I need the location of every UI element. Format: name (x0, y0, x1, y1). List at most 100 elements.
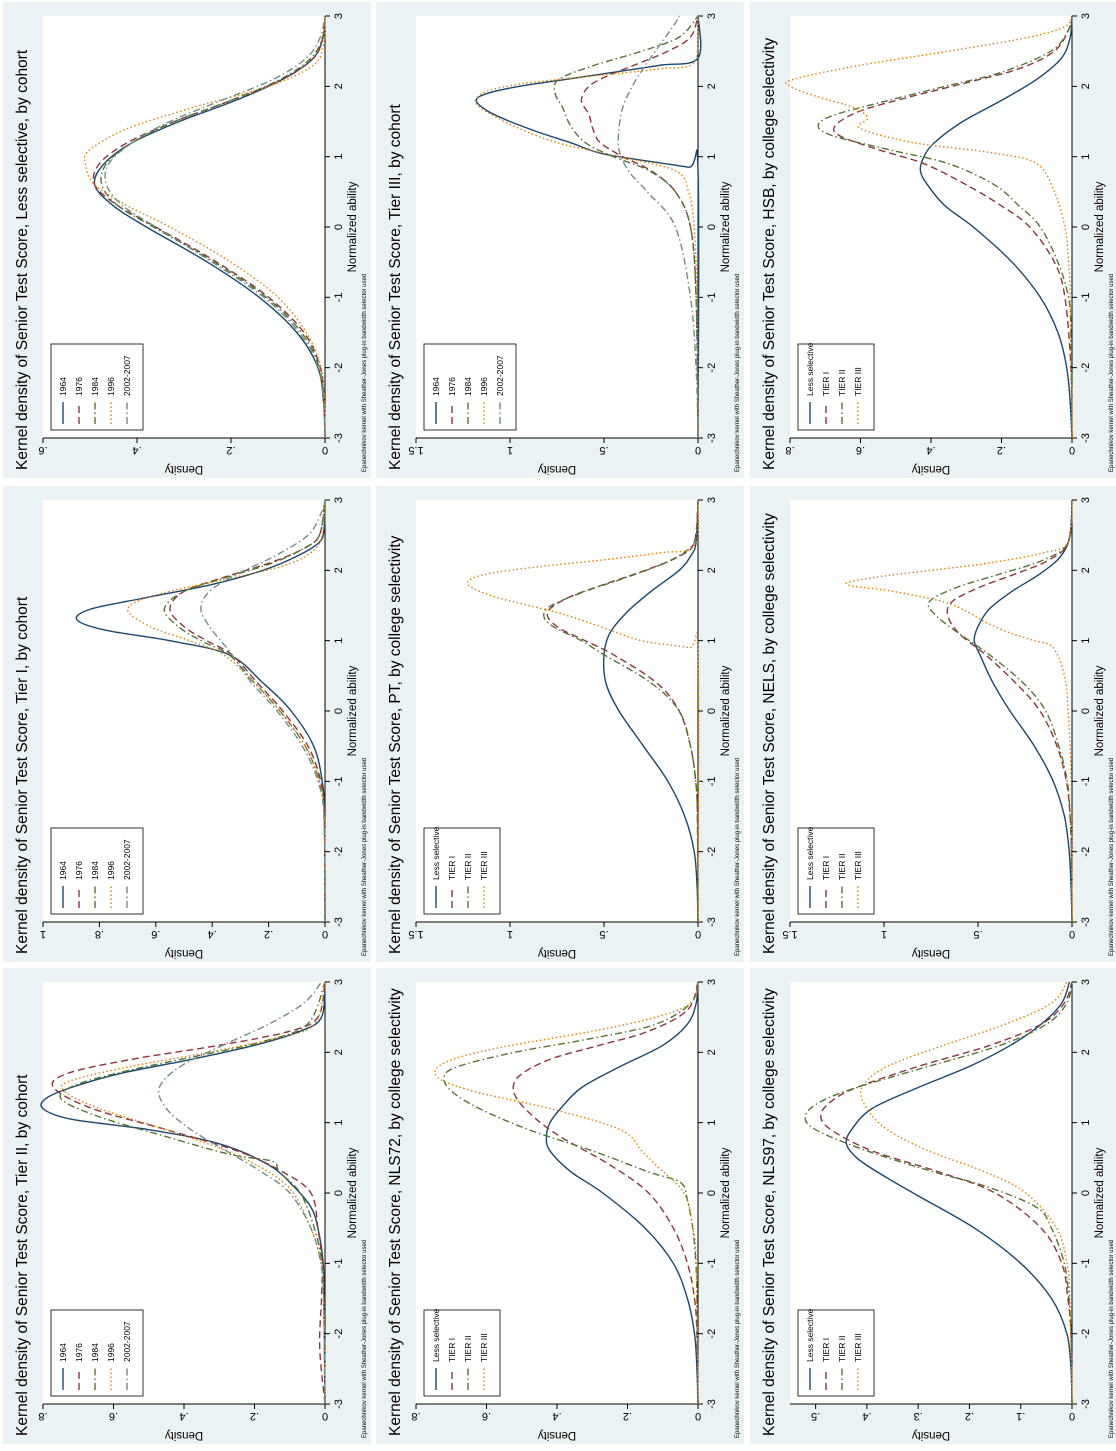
legend-label: TIER III (853, 851, 863, 880)
x-tick-label: -2 (333, 363, 345, 373)
legend-label: 1976 (74, 861, 84, 880)
x-tick-label: 2 (706, 1049, 718, 1055)
y-tick-label: .2 (250, 1410, 259, 1422)
legend-label: TIER III (853, 367, 863, 396)
y-tick-label: 1 (507, 444, 513, 456)
chart-title: Kernel density of Senior Test Score, Tie… (14, 596, 31, 954)
x-tick-label: 1 (1080, 154, 1092, 160)
legend-label: 1996 (106, 377, 116, 396)
x-tick-label: 3 (706, 497, 718, 503)
chart-title: Kernel density of Senior Test Score, Tie… (14, 1074, 31, 1436)
x-axis-title: Normalized ability (1094, 665, 1106, 756)
chart-svg: Kernel density of Senior Test Score, HSB… (750, 2, 1116, 478)
series-line (59, 981, 326, 1405)
y-tick-label: .2 (226, 444, 235, 456)
series-line (832, 15, 1073, 439)
y-tick-label: 1 (507, 928, 513, 940)
plot-area (43, 982, 325, 1404)
x-tick-label: 2 (333, 83, 345, 89)
y-axis-title: Density (538, 463, 577, 475)
x-tick-label: -2 (706, 1329, 718, 1339)
y-axis-title: Density (912, 1429, 951, 1441)
y-tick-label: .2 (623, 1410, 632, 1422)
chart-title: Kernel density of Senior Test Score, HSB… (761, 38, 778, 470)
legend-label: TIER I (821, 1338, 831, 1362)
legend-label: TIER II (837, 1336, 847, 1362)
chart-note: Epanechnikov kernel with Sheather-Jones … (362, 1240, 368, 1438)
x-tick-label: -1 (333, 1258, 345, 1268)
legend-label: 1976 (74, 377, 84, 396)
series-line (804, 981, 1073, 1405)
x-axis-title: Normalized ability (347, 181, 359, 272)
legend-label: 1996 (479, 377, 489, 396)
legend-label: 1964 (431, 377, 441, 396)
y-tick-label: 0 (695, 444, 701, 456)
legend-label: 1964 (58, 861, 68, 880)
plot-area (416, 500, 698, 922)
x-tick-label: -1 (706, 1258, 718, 1268)
x-tick-label: 1 (333, 638, 345, 644)
x-axis-title: Normalized ability (1094, 181, 1106, 272)
chart-note: Epanechnikov kernel with Sheather-Jones … (735, 1240, 741, 1438)
chart-svg: Kernel density of Senior Test Score, Les… (3, 2, 371, 478)
x-tick-label: -3 (333, 1399, 345, 1409)
y-tick-label: .4 (926, 444, 935, 456)
chart-panel: Kernel density of Senior Test Score, NEL… (750, 486, 1116, 962)
y-tick-label: 0 (1069, 1410, 1075, 1422)
x-tick-label: 1 (1080, 638, 1092, 644)
legend-label: 1984 (463, 377, 473, 396)
y-tick-label: .5 (599, 928, 608, 940)
series-line (927, 499, 1073, 923)
legend-label: 2002-2007 (122, 355, 132, 396)
chart-panel: Kernel density of Senior Test Score, Tie… (3, 486, 371, 962)
y-tick-label: 0 (695, 928, 701, 940)
x-tick-label: 3 (333, 13, 345, 19)
legend-label: 1976 (74, 1343, 84, 1362)
x-tick-label: 2 (706, 567, 718, 573)
x-tick-label: -3 (1080, 917, 1092, 927)
chart-title: Kernel density of Senior Test Score, Tie… (387, 103, 404, 470)
legend-label: TIER II (463, 1336, 473, 1362)
series-line (845, 981, 1073, 1405)
chart-note: Epanechnikov kernel with Sheather-Jones … (1109, 758, 1115, 956)
series-line (543, 499, 699, 923)
series-line (817, 15, 1073, 439)
x-tick-label: -3 (333, 917, 345, 927)
y-tick-label: .5 (599, 444, 608, 456)
x-tick-label: 0 (706, 224, 718, 230)
chart-panel: Kernel density of Senior Test Score, Tie… (376, 2, 744, 478)
y-tick-label: 1.5 (782, 928, 797, 940)
series-line (512, 981, 699, 1405)
series-line (946, 499, 1073, 923)
legend-label: 1984 (90, 377, 100, 396)
legend-label: 1984 (90, 861, 100, 880)
x-tick-label: -2 (1080, 847, 1092, 857)
series-line (100, 15, 326, 439)
y-tick-label: 1 (40, 928, 46, 940)
y-tick-label: 0 (1069, 444, 1075, 456)
legend: 1964 1976 1984 1996 2002-2007 (50, 343, 144, 431)
chart-svg: Kernel density of Senior Test Score, NLS… (750, 968, 1116, 1444)
y-tick-label: 1.5 (408, 928, 423, 940)
x-tick-label: 1 (1080, 1120, 1092, 1126)
x-tick-label: -3 (706, 917, 718, 927)
y-tick-label: 0 (695, 1410, 701, 1422)
x-axis-title: Normalized ability (720, 181, 732, 272)
x-tick-label: 0 (706, 708, 718, 714)
legend-label: 1976 (447, 377, 457, 396)
y-tick-label: .5 (973, 928, 982, 940)
legend: Less selective TIER I TIER II TIER III (797, 826, 875, 915)
x-tick-label: -2 (1080, 1329, 1092, 1339)
x-tick-label: -3 (706, 1399, 718, 1409)
legend-label: Less selective (431, 1308, 441, 1362)
y-tick-label: 1 (881, 928, 887, 940)
x-axis-title: Normalized ability (720, 665, 732, 756)
y-tick-label: .3 (914, 1410, 923, 1422)
y-tick-label: 0 (1069, 928, 1075, 940)
series-line (919, 15, 1073, 439)
legend-label: TIER I (447, 1338, 457, 1362)
y-tick-label: .6 (482, 1410, 491, 1422)
series-line (617, 15, 699, 439)
y-tick-label: 1.5 (408, 444, 423, 456)
